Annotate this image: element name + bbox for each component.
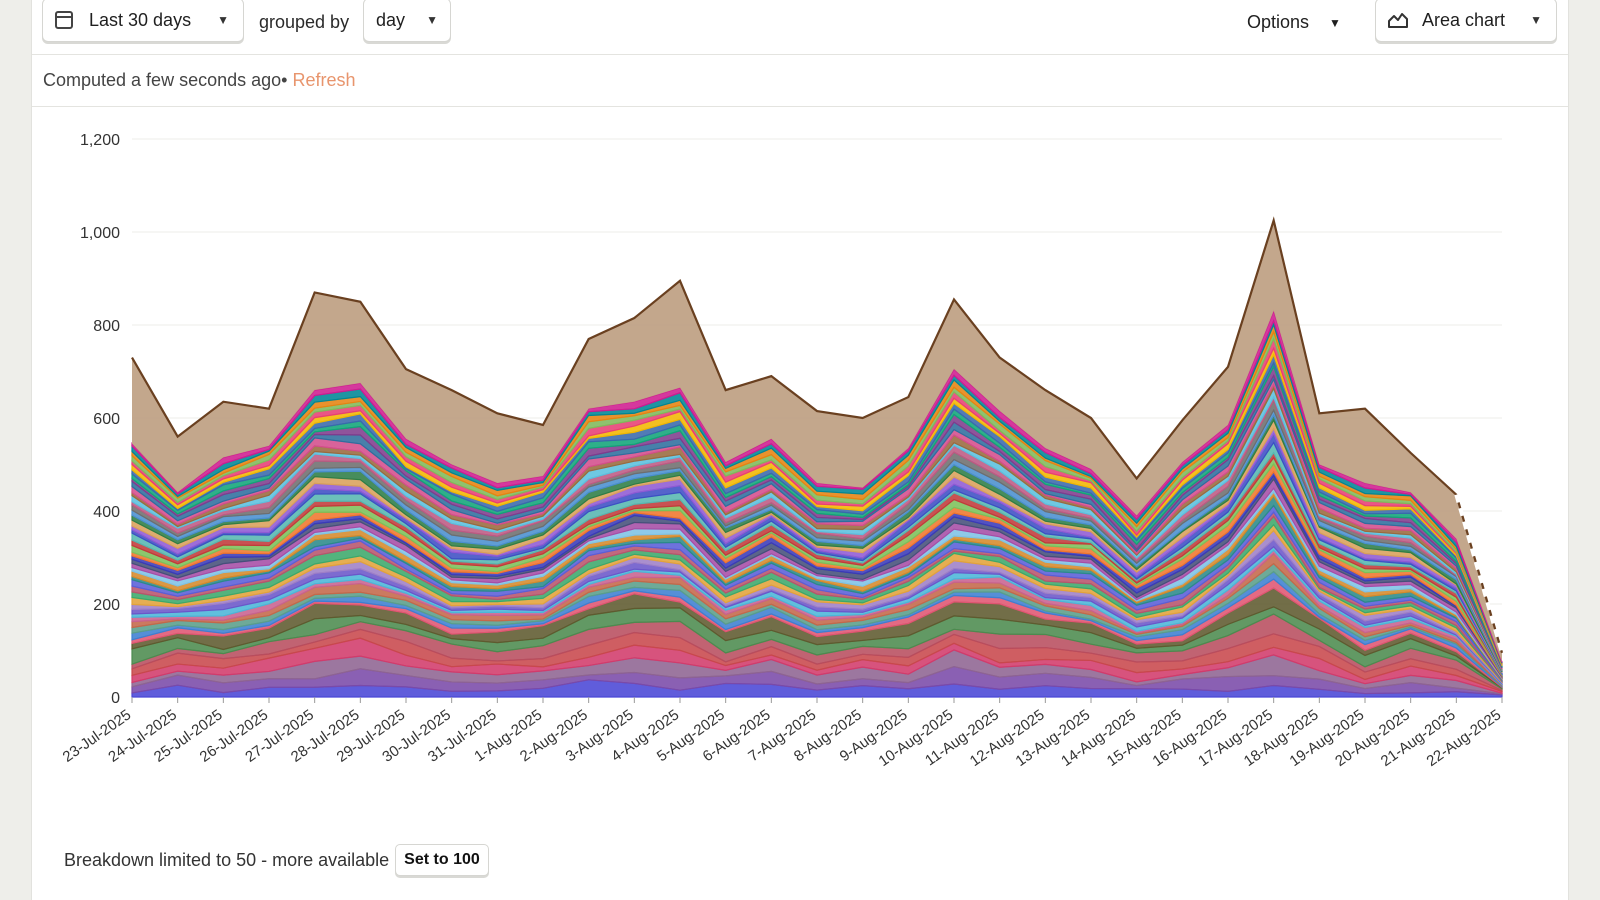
area-series-50: [131, 309, 1503, 663]
y-tick-label: 400: [93, 504, 120, 521]
stacked-area-chart: 02004006008001,0001,20023-Jul-202524-Jul…: [60, 132, 1505, 770]
y-tick-label: 0: [111, 690, 120, 707]
chart-type-label: Area chart: [1422, 9, 1506, 30]
chart-area: 0 200 400 600 800 1,000 1,200 23-Jul-2025 24-Jul…: [32, 107, 1570, 827]
refresh-link[interactable]: Refresh: [292, 70, 356, 90]
calendar-icon: [55, 11, 73, 29]
interval-label: day: [376, 9, 406, 30]
chevron-down-icon: ▼: [1329, 15, 1341, 30]
y-tick-label: 200: [93, 597, 120, 614]
interval-select[interactable]: day ▼: [363, 0, 451, 42]
set-to-100-button[interactable]: Set to 100: [395, 844, 489, 876]
chevron-down-icon: ▼: [426, 13, 438, 27]
computed-status: Computed a few seconds ago• Refresh: [32, 55, 1568, 107]
date-range-label: Last 30 days: [89, 9, 192, 30]
insight-panel: Last 30 days ▼ grouped by day ▼ Options …: [31, 0, 1569, 900]
chevron-down-icon: ▼: [217, 13, 229, 27]
status-separator: •: [281, 70, 288, 90]
area-series-top: [132, 220, 1502, 663]
breakdown-limit-text: Breakdown limited to 50 - more available: [64, 849, 390, 870]
y-tick-label: 1,200: [80, 132, 120, 149]
area-chart-icon: [1388, 13, 1408, 28]
date-range-button[interactable]: Last 30 days ▼: [42, 0, 244, 42]
y-tick-label: 600: [93, 411, 120, 428]
chevron-down-icon: ▼: [1530, 13, 1542, 27]
options-button[interactable]: Options ▼: [1247, 12, 1341, 33]
chart-type-select[interactable]: Area chart ▼: [1375, 0, 1557, 42]
computed-text: Computed a few seconds ago: [43, 70, 282, 90]
breakdown-footer: Breakdown limited to 50 - more available…: [64, 844, 489, 876]
series-top-line: [131, 216, 1504, 654]
y-tick-label: 800: [93, 318, 120, 335]
y-tick-label: 1,000: [80, 225, 120, 242]
options-label: Options: [1247, 12, 1310, 32]
grouped-by-label: grouped by: [259, 12, 350, 32]
toolbar: Last 30 days ▼ grouped by day ▼ Options …: [32, 0, 1568, 55]
